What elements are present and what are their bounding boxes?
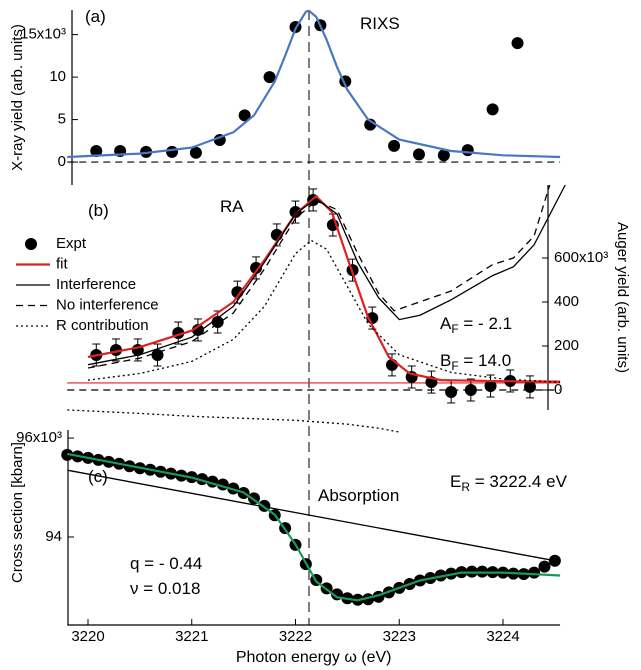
data-point [445, 385, 458, 398]
x-tick-label: 3223 [383, 628, 416, 645]
legend-marker [25, 238, 37, 250]
data-point [464, 383, 477, 396]
data-point [238, 109, 251, 122]
y-tick-label: 400 [554, 293, 579, 310]
annotation: BF = 14.0 [440, 351, 511, 373]
curve [67, 9, 561, 159]
annotation-text: ν = 0.018 [130, 579, 200, 598]
legend-label: Interference [56, 276, 136, 293]
y-tick-label: 94 [45, 528, 62, 545]
data-point [511, 37, 524, 50]
legend-label: R contribution [56, 317, 149, 334]
data-point [548, 554, 561, 567]
annotation-text: A [440, 314, 452, 333]
curve [67, 452, 561, 602]
legend-label: fit [56, 255, 69, 272]
curve [87, 184, 566, 366]
annotation-text: Absorption [318, 486, 399, 505]
curve [87, 194, 561, 383]
annotation-text: B [440, 351, 451, 370]
x-tick-label: 3220 [71, 628, 104, 645]
annotation: (a) [85, 7, 106, 26]
curve [67, 469, 561, 563]
annotation: Absorption [318, 486, 399, 505]
data-point [189, 146, 202, 159]
annotation-subscript: F [451, 322, 458, 336]
y-tick-label: 10 [49, 68, 66, 85]
data-point [486, 103, 499, 116]
annotation-subscript: R [461, 480, 470, 494]
data-point [388, 139, 401, 152]
annotation: (c) [88, 467, 108, 486]
annotation: ν = 0.018 [130, 579, 200, 598]
annotation-text: (c) [88, 467, 108, 486]
data-point [538, 560, 551, 573]
y-tick-label: 96x10³ [16, 429, 62, 446]
legend-label: No interference [56, 296, 159, 313]
annotation: RA [220, 197, 244, 216]
annotation: ER = 3222.4 eV [450, 472, 568, 494]
y-tick-label: 600x10³ [554, 249, 608, 266]
annotation: q = - 0.44 [130, 554, 202, 573]
data-point [211, 316, 224, 329]
legend-label: Expt [56, 235, 87, 252]
data-point [231, 286, 244, 299]
data-point [484, 380, 497, 393]
y-tick-label: 0 [554, 381, 562, 398]
annotation: RIXS [360, 14, 400, 33]
curve [87, 184, 551, 369]
annotation: AF = - 2.1 [440, 314, 512, 336]
y-axis-label: Auger yield (arb. units) [614, 222, 631, 373]
annotation-text: = 14.0 [459, 351, 511, 370]
y-tick-label: 0 [58, 153, 66, 170]
data-point [437, 149, 450, 162]
x-tick-label: 3224 [486, 628, 519, 645]
x-axis-label: Photon energy ω (eV) [236, 649, 392, 666]
annotation-text: E [450, 472, 461, 491]
y-tick-label: 15x10³ [20, 26, 66, 43]
annotation-text: (b) [88, 201, 109, 220]
annotation-text: RA [220, 197, 244, 216]
annotation-text: = 3222.4 eV [470, 472, 568, 491]
annotation-text: RIXS [360, 14, 400, 33]
annotation-text: q = - 0.44 [130, 554, 202, 573]
data-point [528, 566, 541, 579]
data-point [263, 71, 276, 84]
x-tick-label: 3221 [175, 628, 208, 645]
curve [67, 409, 400, 433]
data-point [461, 144, 474, 157]
y-tick-label: 200 [554, 337, 579, 354]
y-axis-label: X-ray yield (arb. units) [9, 24, 26, 171]
data-point [191, 323, 204, 336]
data-point [523, 380, 536, 393]
y-tick-label: 5 [58, 111, 66, 128]
data-point [412, 148, 425, 161]
data-point [289, 206, 302, 219]
annotation: (b) [88, 201, 109, 220]
data-point [90, 145, 103, 158]
annotation-text: (a) [85, 7, 106, 26]
annotation-subscript: F [451, 359, 458, 373]
x-tick-label: 3222 [279, 628, 312, 645]
data-point [166, 145, 179, 158]
y-axis-label: Cross section [kbarn] [9, 442, 26, 583]
annotation-text: = - 2.1 [459, 314, 512, 333]
